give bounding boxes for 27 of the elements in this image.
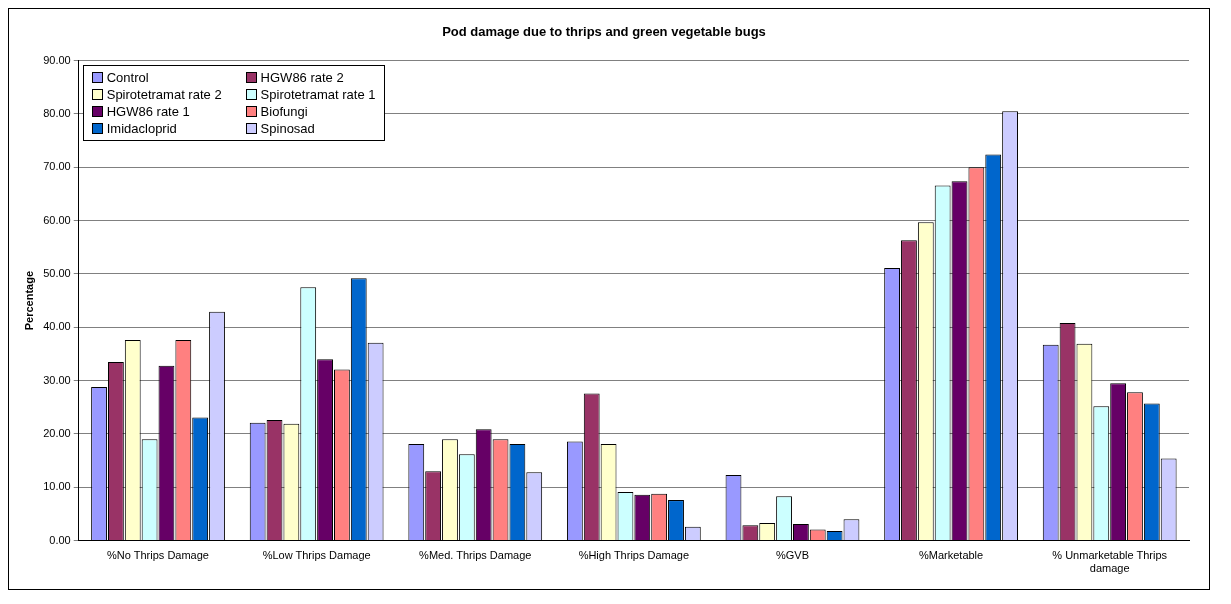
- legend-label: Spirotetramat rate 1: [260, 86, 376, 102]
- legend-label: Control: [106, 69, 149, 85]
- legend-label: Imidacloprid: [106, 120, 177, 136]
- x-tick-label: %High Thrips Damage: [578, 549, 690, 562]
- y-tick-label: 20.00: [43, 426, 71, 439]
- legend-label: Spirotetramat rate 2: [106, 86, 222, 102]
- y-tick-label: 90.00: [43, 53, 71, 66]
- x-tick-label: % Unmarketable Thrips damage: [1052, 549, 1168, 575]
- x-tick-label: %GVB: [775, 549, 809, 562]
- y-tick-label: 0.00: [49, 533, 71, 546]
- y-tick-label: 10.00: [43, 480, 71, 493]
- legend-label: HGW86 rate 1: [106, 103, 190, 119]
- y-tick-label: 40.00: [43, 320, 71, 333]
- y-tick-label: 80.00: [43, 106, 71, 119]
- chart-title: Pod damage due to thrips and green vegetable bugs: [442, 24, 766, 40]
- y-tick-label: 60.00: [43, 213, 71, 226]
- legend-label: Biofungi: [260, 103, 308, 119]
- x-tick-label: %No Thrips Damage: [107, 549, 209, 562]
- y-tick-label: 70.00: [43, 160, 71, 173]
- legend-label: Spinosad: [260, 120, 315, 136]
- y-tick-label: 30.00: [43, 373, 71, 386]
- y-axis-title: Percentage: [22, 270, 35, 331]
- y-tick-label: 50.00: [43, 266, 71, 279]
- x-tick-label: %Med. Thrips Damage: [419, 549, 532, 562]
- legend-label: HGW86 rate 2: [260, 69, 344, 85]
- x-tick-label: %Low Thrips Damage: [262, 549, 371, 562]
- x-tick-label: %Marketable: [918, 549, 984, 562]
